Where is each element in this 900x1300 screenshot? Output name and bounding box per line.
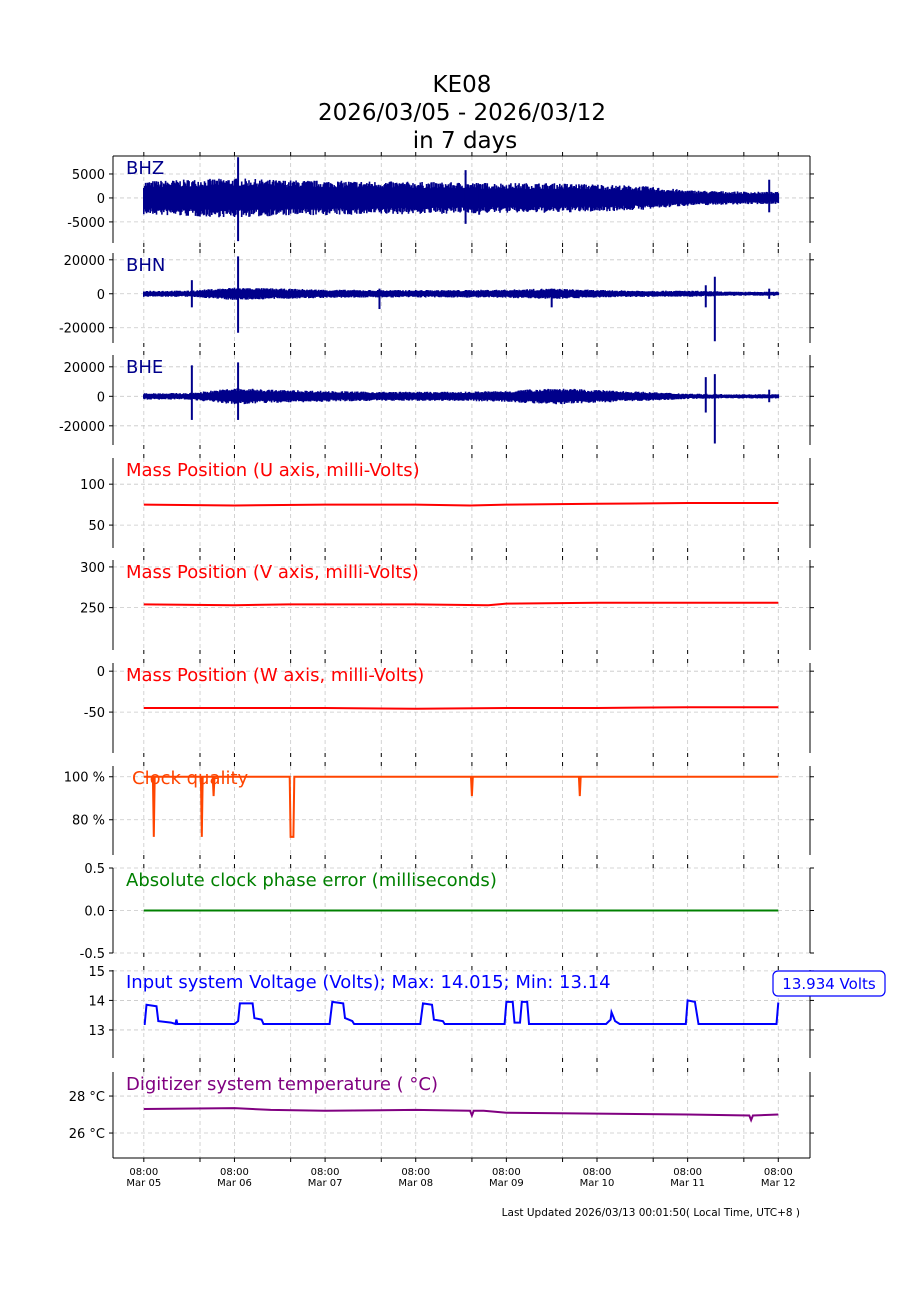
seismic-trace [143,388,780,405]
y-tick-label: 0 [97,288,105,303]
x-tick-label-time: 08:00 [401,1167,430,1178]
y-tick-label: 250 [80,602,105,617]
panel-7: 100 % 80 % Clock quality [64,762,814,859]
y-tick-label: -20000 [59,322,105,337]
series-line [143,999,780,1026]
y-tick-label: 5000 [72,168,105,183]
panel-5: 300 250 Mass Position (V axis, milli-Volts… [80,556,814,654]
y-tick-label: 26 °C [69,1127,105,1142]
x-tick-label-date: Mar 09 [489,1178,524,1189]
y-tick-label: -50 [84,706,105,721]
panel-label: BHN [126,255,165,276]
y-tick-label: 20000 [64,361,105,376]
panel-2: 20000 0 -20000 BHN [59,249,814,347]
series-line [143,502,779,507]
series-line [143,775,779,838]
x-tick-label-date: Mar 06 [217,1178,252,1189]
y-tick-label: 0.0 [84,905,105,920]
last-updated-footer: Last Updated 2026/03/13 00:01:50( Local … [502,1207,800,1219]
x-tick-label-time: 08:00 [673,1167,702,1178]
panel-9: 15 14 13 Input system Voltage (Volts); Max:… [88,965,886,1062]
y-tick-label: -5000 [67,216,105,231]
value-badge-box [772,970,886,997]
panel-label: BHZ [126,158,164,179]
panel-4: 100 50 Mass Position (U axis, milli-Volts) [80,454,814,552]
y-tick-label: 14 [88,994,105,1009]
x-tick-label-date: Mar 10 [580,1178,615,1189]
panel-label: Digitizer system temperature ( °C) [126,1074,438,1095]
panel-8: 0.5 0.0 -0.5 Absolute clock phase error (mi… [80,862,814,962]
x-tick-label-date: Mar 07 [308,1178,343,1189]
seismic-trace [143,178,780,218]
x-tick-label-date: Mar 12 [761,1178,796,1189]
y-tick-label: 100 [80,478,105,493]
series-line [143,1107,779,1123]
x-tick-label-time: 08:00 [311,1167,340,1178]
y-tick-label: 0.5 [84,862,105,877]
title-line-2: 2026/03/05 - 2026/03/12 [318,100,606,126]
panel-label: Input system Voltage (Volts); Max: 14.01… [126,972,611,993]
value-badge: 13.934 Volts [782,975,876,993]
title-line-3: in 7 days [413,128,518,154]
panel-6: 0 -50 Mass Position (W axis, milli-Volts) [84,659,814,757]
y-tick-label: 28 °C [69,1090,105,1105]
panel-label: Mass Position (U axis, milli-Volts) [126,460,420,481]
panel-label: Absolute clock phase error (milliseconds… [126,870,497,891]
y-tick-label: 15 [88,965,105,980]
x-tick-label-date: Mar 08 [398,1178,433,1189]
x-tick-label-date: Mar 05 [126,1178,161,1189]
y-tick-label: 20000 [64,254,105,269]
y-tick-label: 300 [80,561,105,576]
y-tick-label: 100 % [64,771,105,786]
panel-10: 28 °C 26 °C Digitizer system temperature (… [69,1068,814,1162]
y-tick-label: 0 [97,665,105,680]
y-tick-label: -0.5 [80,947,105,962]
panel-1: 5000 0 -5000 BHZ [67,152,814,247]
series-line [143,706,779,710]
y-tick-label: 50 [88,519,105,534]
title-line-1: KE08 [433,72,492,98]
seismic-trace [143,287,780,300]
panel-label: Clock quality [132,768,249,789]
y-tick-label: 0 [97,390,105,405]
series-line [143,601,779,607]
panel-label: Mass Position (V axis, milli-Volts) [126,562,419,583]
x-tick-label-date: Mar 11 [670,1178,705,1189]
x-tick-label-time: 08:00 [129,1167,158,1178]
y-tick-label: 80 % [72,814,105,829]
y-tick-label: -20000 [59,420,105,435]
y-tick-label: 13 [88,1024,105,1039]
x-tick-label-time: 08:00 [764,1167,793,1178]
y-tick-label: 0 [97,192,105,207]
panel-label: Mass Position (W axis, milli-Volts) [126,665,424,686]
panel-3: 20000 0 -20000 BHE [59,351,814,449]
panel-label: BHE [126,357,163,378]
x-tick-label-time: 08:00 [220,1167,249,1178]
x-tick-label-time: 08:00 [492,1167,521,1178]
x-tick-label-time: 08:00 [583,1167,612,1178]
